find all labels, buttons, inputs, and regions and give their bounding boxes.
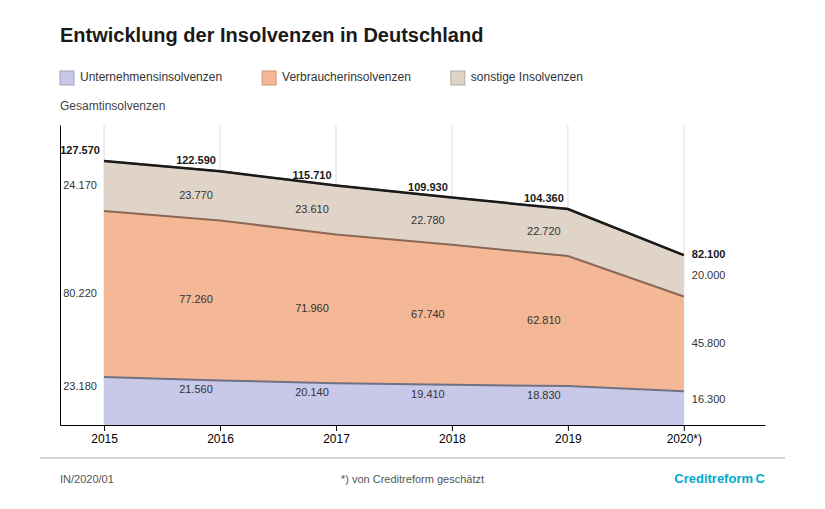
tick-label: 2017: [323, 432, 350, 446]
data-label: 23.610: [295, 203, 329, 215]
data-label: 104.360: [524, 192, 564, 204]
data-label: 109.930: [408, 181, 448, 193]
plot-area: [104, 125, 684, 425]
data-label: 115.710: [292, 169, 331, 181]
axis-domain: [60, 126, 61, 426]
tick-label: 2015: [91, 432, 118, 446]
data-label: 22.780: [411, 214, 445, 226]
data-label: 20.000: [692, 269, 726, 281]
tick-mark: [452, 425, 453, 431]
tick-mark: [220, 425, 221, 431]
area: [104, 161, 684, 296]
data-label: 127.570: [60, 144, 100, 156]
legend-swatch: [60, 71, 74, 85]
data-label: 21.560: [179, 383, 213, 395]
tick-label: 2016: [207, 432, 234, 446]
legend-swatch: [451, 71, 465, 85]
area-edge: [104, 211, 684, 296]
tick: 2019: [555, 425, 582, 446]
x-axis: 2015 2016 2017 2018 2019 2020*): [61, 425, 766, 446]
data-label: 16.300: [692, 393, 726, 405]
tick-mark: [336, 425, 337, 431]
title: Entwicklung der Insolvenzen in Deutschla…: [60, 24, 483, 46]
data-label: 80.220: [63, 287, 97, 299]
legend: Unternehmensinsolvenzen Verbraucherinsolv…: [60, 70, 583, 85]
tick-label: 2019: [555, 432, 582, 446]
total-line: [104, 161, 684, 255]
data-label: 67.740: [411, 308, 445, 320]
data-label: 122.590: [176, 154, 216, 166]
tick: 2015: [91, 425, 118, 446]
data-label: 71.960: [295, 302, 329, 314]
data-label: 22.720: [527, 225, 561, 237]
tick-label: 2018: [439, 432, 466, 446]
data-label: 23.770: [179, 189, 213, 201]
tick-mark: [104, 425, 105, 431]
tick-mark: [568, 425, 569, 431]
tick: 2017: [323, 425, 350, 446]
footer-rule: [40, 458, 785, 459]
data-label: 82.100: [692, 248, 726, 260]
legend-label: Unternehmensinsolvenzen: [80, 70, 222, 84]
tick-label: 2020*): [667, 432, 702, 446]
area-edge: [104, 161, 684, 255]
annotation: Creditreform C: [674, 471, 765, 486]
data-label: 45.800: [692, 337, 726, 349]
total-label: Gesamtinsolvenzen: [60, 99, 165, 113]
data-label: 19.410: [411, 388, 445, 400]
data-label: 18.830: [527, 389, 561, 401]
y-axis: [60, 126, 61, 426]
tick: 2018: [439, 425, 466, 446]
annotation: IN/2020/01: [60, 473, 114, 485]
axis-domain: [61, 425, 766, 426]
legend-swatch: [262, 71, 276, 85]
tick: 2020*): [667, 425, 702, 446]
tick-mark: [684, 425, 685, 431]
data-label: 62.810: [527, 314, 561, 326]
data-label: 24.170: [63, 179, 97, 191]
data-label: 77.260: [179, 293, 213, 305]
data-labels: 23.180 21.560 20.140 19.410 18.830 16.300 80.2…: [60, 144, 725, 405]
data-label: 20.140: [295, 386, 329, 398]
annotation: *) von Creditreform geschätzt: [341, 473, 484, 485]
data-label: 23.180: [63, 380, 97, 392]
tick: 2016: [207, 425, 234, 446]
chart: Entwicklung der Insolvenzen in Deutschla…: [0, 0, 825, 509]
legend-label: sonstige Insolvenzen: [471, 70, 583, 84]
legend-label: Verbraucherinsolvenzen: [282, 70, 411, 84]
